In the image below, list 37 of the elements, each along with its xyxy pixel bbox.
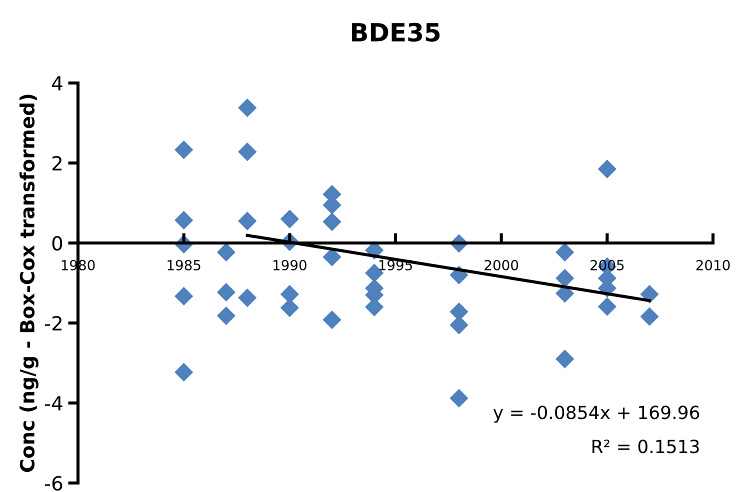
x-tick-label: 2010: [696, 260, 730, 270]
y-tick-label: 2: [52, 156, 62, 170]
point: [450, 388, 468, 408]
point: [216, 306, 236, 326]
point: [238, 288, 257, 308]
point: [556, 350, 574, 368]
point: [174, 140, 194, 160]
point: [556, 242, 574, 262]
y-tick-label: 4: [52, 76, 62, 90]
point: [280, 210, 299, 228]
point: [322, 248, 342, 266]
annotation: R² = 0.1513: [592, 440, 699, 454]
y-axis-title: Conc (ng/g - Box-Cox transformed): [20, 94, 38, 472]
point: [640, 307, 659, 326]
point: [174, 362, 194, 382]
x-tick-label: 1985: [168, 260, 200, 270]
x-tick-label: 2000: [484, 260, 518, 270]
point: [640, 284, 659, 304]
y-tick-label: -4: [44, 396, 62, 410]
point: [216, 242, 236, 262]
point: [598, 297, 616, 316]
point: [238, 98, 257, 118]
point: [174, 286, 194, 306]
x-tick-label: 1990: [274, 260, 306, 270]
point: [174, 210, 194, 230]
y-tick-label: 0: [52, 236, 62, 251]
y-tick-label: -6: [44, 476, 62, 491]
y-tick-label: -2: [44, 316, 62, 330]
point: [322, 310, 342, 330]
point: [216, 282, 236, 302]
point: [322, 212, 342, 232]
point: [238, 212, 257, 230]
point: [598, 160, 616, 178]
point: [238, 142, 257, 162]
point: [556, 268, 574, 288]
annotation: y = -0.0854x + 169.96: [493, 406, 700, 423]
chart-title: BDE35: [352, 22, 440, 42]
